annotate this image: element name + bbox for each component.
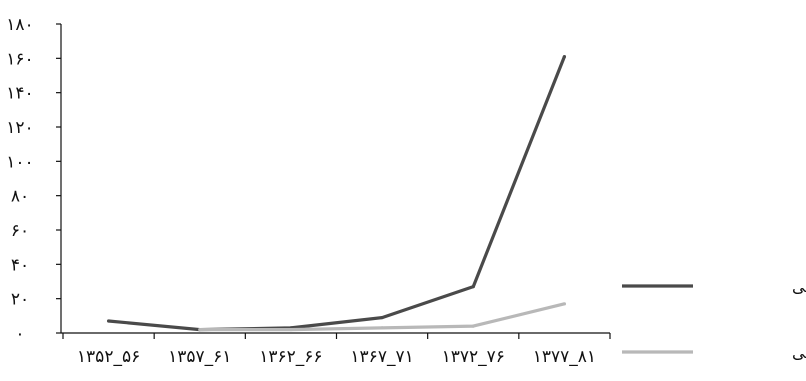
y-axis: ۰ ۲۰ ۴۰ ۶۰ ۸۰ ۱۰۰ ۱۲۰ ۱۴۰ ۱۶۰ ۱۸۰ <box>6 15 62 344</box>
data-point <box>562 302 567 306</box>
y-tick-label: ۲۰ <box>11 290 29 310</box>
x-tick-label: ۱۳۷۷_۸۱ <box>533 347 596 367</box>
y-tick-label: ۰ <box>15 324 24 344</box>
x-tick-label: ۱۳۵۲_۵۶ <box>77 347 140 367</box>
x-tick-label: ۱۳۷۲_۷۶ <box>442 347 505 367</box>
x-tick-label: ۱۳۵۷_۶۱ <box>168 347 231 367</box>
data-point <box>471 324 475 328</box>
x-tick-label: ۱۳۶۲_۶۶ <box>259 347 322 367</box>
series-line-0 <box>108 56 566 332</box>
y-tick-label: ۱۶۰ <box>6 49 33 69</box>
data-point <box>198 327 202 332</box>
data-point <box>562 55 567 59</box>
y-tick-label: ۱۸۰ <box>6 15 33 35</box>
x-axis: ۱۳۵۲_۵۶ ۱۳۵۷_۶۱ ۱۳۶۲_۶۶ ۱۳۶۷_۷۱ ۱۳۷۲_۷۶ ۱۳۷۷_… <box>61 332 611 367</box>
y-tick-label: ۸۰ <box>11 187 29 207</box>
y-tick-label: ۱۲۰ <box>6 118 33 138</box>
data-point <box>380 326 384 330</box>
y-tick-label: ۱۴۰ <box>6 84 33 104</box>
data-point <box>380 315 384 320</box>
x-tick-label: ۱۳۶۷_۷۱ <box>350 347 413 367</box>
data-point <box>106 319 111 323</box>
y-tick-label: ۴۰ <box>11 255 29 275</box>
data-point <box>471 285 475 289</box>
series-layer <box>106 55 567 332</box>
data-point <box>289 327 293 332</box>
y-tick-label: ۱۰۰ <box>6 152 33 172</box>
y-tick-label: ۶۰ <box>11 221 29 241</box>
legend: مقالات داخلی مقالات خارجی <box>622 277 806 363</box>
legend-label-1: مقالات خارجی <box>792 343 806 363</box>
legend-label-0: مقالات داخلی <box>792 277 806 296</box>
